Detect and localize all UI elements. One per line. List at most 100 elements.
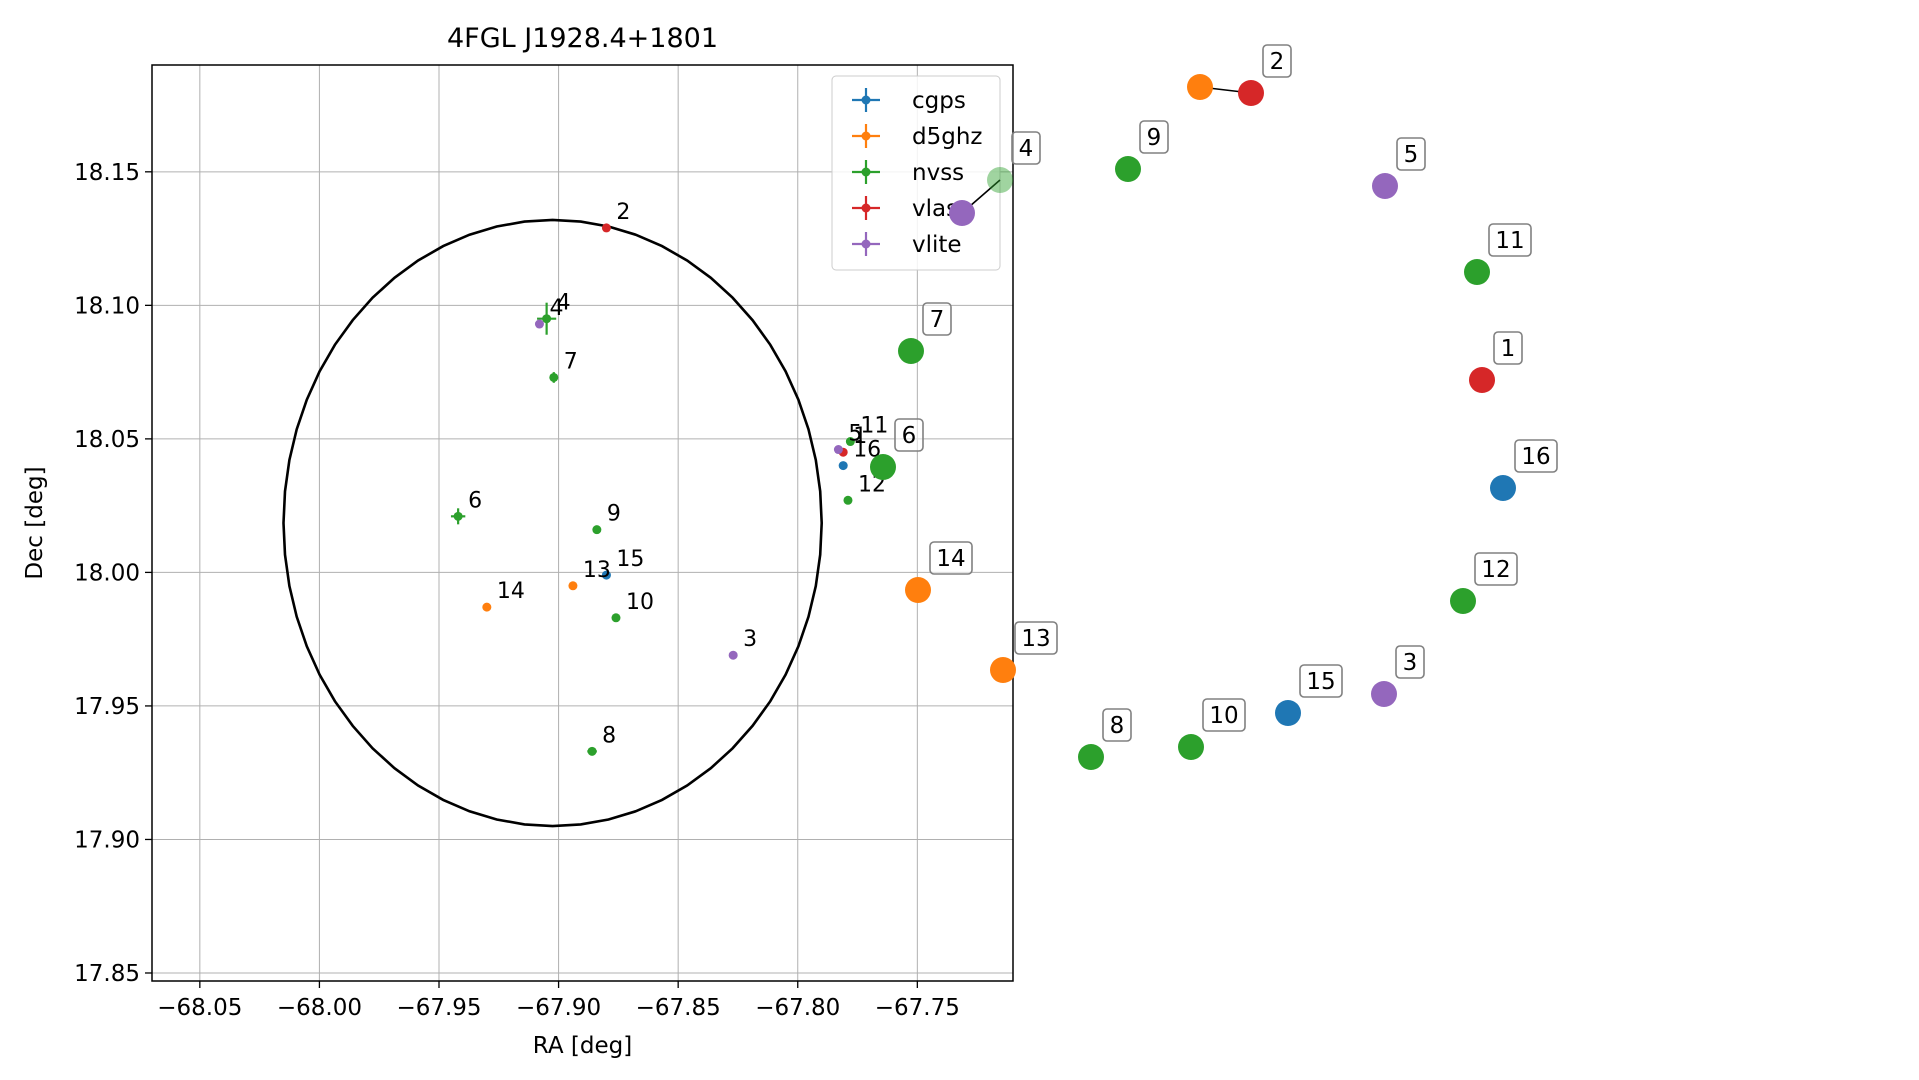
point-label: 10 — [626, 590, 654, 615]
node-label: 11 — [1495, 228, 1524, 254]
point-label: 8 — [602, 723, 616, 748]
x-axis-ticks: −68.05 −68.00 −67.95 −67.90 −67.85 −67.80 −67.… — [157, 981, 960, 1021]
network-node — [1450, 588, 1476, 614]
network-node — [949, 200, 975, 226]
node-label-box — [922, 302, 952, 336]
node-label: 14 — [936, 546, 965, 572]
network-node — [1371, 681, 1397, 707]
data-point-cgps — [601, 570, 611, 580]
legend-marker-dot — [861, 239, 871, 249]
data-point-d5ghz — [568, 581, 578, 591]
point-label: 4 — [549, 296, 563, 321]
y-tick-label: 18.10 — [74, 293, 140, 319]
x-tick-label: −68.05 — [157, 995, 242, 1021]
node-label-box — [1514, 439, 1558, 473]
network-node — [905, 577, 931, 603]
node-label-box — [894, 418, 924, 452]
error-ellipse — [282, 218, 823, 828]
node-label: 16 — [1521, 444, 1550, 470]
error-ellipse-layer — [282, 218, 823, 828]
data-point-cgps — [838, 461, 848, 471]
legend-label: d5ghz — [912, 124, 982, 150]
legend-marker-dot — [861, 203, 871, 213]
legend-marker-dot — [861, 167, 871, 177]
network-node — [870, 454, 896, 480]
node-label-box — [1474, 552, 1518, 586]
data-point-nvss — [542, 314, 552, 324]
node-label-box — [1262, 44, 1292, 78]
point-label: 7 — [564, 349, 578, 374]
chart-title: 4FGL J1928.4+1801 — [447, 23, 718, 54]
node-label-box — [1488, 223, 1532, 257]
legend-marker-dot — [861, 131, 871, 141]
network-node — [1469, 367, 1495, 393]
network-node — [1115, 156, 1141, 182]
data-point-nvss — [843, 495, 853, 505]
legend-label: cgps — [912, 88, 966, 114]
y-tick-label: 18.15 — [74, 160, 140, 186]
point-label: 14 — [497, 579, 525, 604]
node-label: 4 — [1019, 136, 1034, 162]
network-node — [987, 167, 1013, 193]
network-node — [1178, 734, 1204, 760]
legend-label: vlite — [912, 232, 962, 258]
x-tick-label: −67.95 — [396, 995, 481, 1021]
node-label-box — [1493, 331, 1523, 365]
legend-label: nvss — [912, 160, 964, 186]
node-label: 3 — [1403, 650, 1418, 676]
network-edges — [961, 86, 1252, 214]
data-point-nvss — [592, 525, 602, 535]
x-axis-label: RA [deg] — [533, 1033, 632, 1059]
x-tick-label: −67.85 — [636, 995, 721, 1021]
network-node — [1187, 74, 1213, 100]
network-node — [990, 657, 1016, 683]
point-label: 3 — [743, 627, 757, 652]
y-tick-label: 17.90 — [74, 827, 140, 853]
x-tick-label: −67.80 — [755, 995, 840, 1021]
data-point-nvss — [845, 437, 855, 447]
data-point-nvss — [549, 372, 559, 382]
network-nodes — [870, 74, 1516, 770]
axes-frame — [151, 64, 1014, 982]
node-label-box — [1395, 645, 1425, 679]
node-label: 1 — [1501, 336, 1516, 362]
node-label-box — [1014, 621, 1058, 655]
point-label: 2 — [616, 200, 630, 225]
point-label: 13 — [583, 558, 611, 583]
point-label: 1 — [853, 424, 867, 449]
node-label-box — [1102, 708, 1132, 742]
x-tick-label: −67.75 — [875, 995, 960, 1021]
node-label-box — [1299, 664, 1343, 698]
point-label: 9 — [607, 502, 621, 527]
data-point-nvss — [587, 746, 597, 756]
node-label-box — [929, 541, 973, 575]
point-label: 6 — [468, 488, 482, 513]
node-label: 13 — [1021, 626, 1050, 652]
data-point-vlite — [728, 650, 738, 660]
node-label-box — [1011, 131, 1041, 165]
node-label: 12 — [1481, 557, 1510, 583]
node-label: 8 — [1110, 713, 1125, 739]
network-node — [898, 338, 924, 364]
node-label-box — [1139, 120, 1169, 154]
network-node — [1078, 744, 1104, 770]
node-label: 2 — [1270, 49, 1285, 75]
data-point-nvss — [611, 613, 621, 623]
y-tick-label: 17.95 — [74, 694, 140, 720]
data-point-vlite — [534, 319, 544, 329]
node-label: 6 — [902, 423, 917, 449]
node-label: 7 — [930, 307, 945, 333]
node-label: 15 — [1306, 669, 1335, 695]
data-point-vlite — [833, 445, 843, 455]
point-label: 4 — [557, 291, 571, 316]
network-node — [1275, 700, 1301, 726]
y-tick-label: 18.05 — [74, 427, 140, 453]
y-axis-ticks: 17.85 17.90 17.95 18.00 18.05 18.10 18.15 — [74, 160, 152, 987]
y-axis-label: Dec [deg] — [22, 466, 48, 579]
